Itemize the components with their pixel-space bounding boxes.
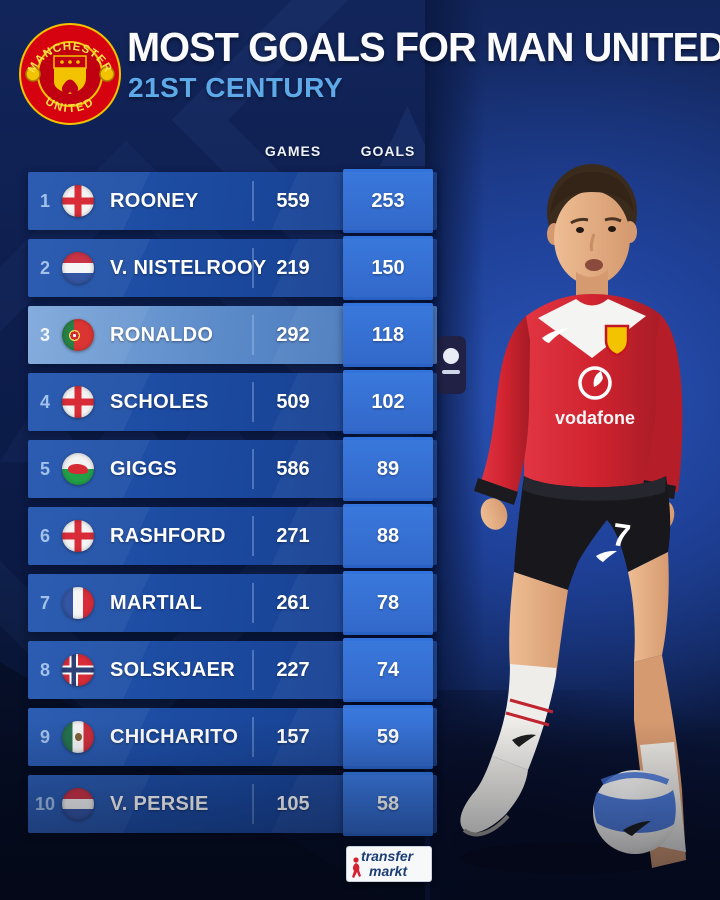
goals-value: 89 [376, 457, 400, 480]
goals-badge: 88 [343, 504, 433, 568]
column-header-games: GAMES [264, 143, 322, 159]
table-row: 8 SOLSKJAER 227 74 [28, 638, 437, 702]
page-subtitle: 21ST CENTURY [128, 71, 344, 103]
goals-badge: 58 [343, 772, 433, 836]
table-row: 3 RONALDO 292 118 [28, 303, 437, 367]
player-name: CHICHARITO [110, 725, 239, 748]
table-row: 10 V. PERSIE 105 58 [28, 772, 437, 836]
rank-label: 9 [39, 726, 50, 747]
table-row: 7 MARTIAL 261 78 [28, 571, 437, 635]
table-row: 5 GIGGS 586 89 [28, 437, 437, 501]
table-row: 4 SCHOLES 509 102 [28, 370, 437, 434]
flag-icon-france [62, 587, 94, 619]
player-name: RASHFORD [110, 524, 226, 547]
goals-value: 74 [376, 658, 400, 681]
goals-value: 118 [371, 323, 405, 346]
player-name: MARTIAL [110, 591, 203, 614]
player-name: V. PERSIE [110, 792, 209, 815]
goals-badge: 150 [343, 236, 433, 300]
goals-value: 150 [371, 256, 405, 279]
goals-badge: 118 [343, 303, 433, 367]
table-row: 6 RASHFORD 271 88 [28, 504, 437, 568]
goals-value: 58 [376, 792, 400, 815]
rank-label: 8 [39, 659, 50, 680]
club-crest-chest-icon [604, 324, 630, 357]
table-row: 1 ROONEY 559 253 [28, 169, 437, 233]
goals-value: 78 [376, 591, 400, 614]
flag-icon-netherlands [62, 252, 94, 284]
rank-label: 6 [39, 525, 50, 546]
ranking-table: 1 ROONEY 559 253 2 V. NISTELROOY 219 150… [28, 169, 437, 842]
games-value: 586 [276, 457, 310, 480]
player-name: SCHOLES [110, 390, 209, 413]
flag-icon-england [62, 386, 94, 418]
transfermarkt-logo: transfer markt [346, 846, 432, 882]
table-row: 9 CHICHARITO 157 59 [28, 705, 437, 769]
rank-label: 5 [39, 458, 50, 479]
brand-line1: transfer [361, 847, 414, 864]
football-icon [593, 770, 677, 854]
flag-icon-netherlands [62, 788, 94, 820]
goals-badge: 89 [343, 437, 433, 501]
games-value: 292 [276, 323, 310, 346]
player-name: GIGGS [110, 457, 178, 480]
player-name: ROONEY [110, 189, 199, 212]
goals-badge: 102 [343, 370, 433, 434]
rank-label: 3 [39, 324, 50, 345]
player-head [547, 164, 637, 312]
flag-icon-mexico [62, 721, 94, 753]
player-name: RONALDO [110, 323, 214, 346]
goals-badge: 74 [343, 638, 433, 702]
rank-label: 4 [39, 391, 50, 412]
rank-label: 1 [39, 190, 50, 211]
games-value: 157 [276, 725, 310, 748]
games-value: 261 [276, 591, 310, 614]
games-value: 559 [276, 189, 310, 212]
sponsor-logo-text: vodafone [555, 408, 635, 428]
rank-label: 10 [34, 793, 56, 814]
header: MOST GOALS FOR MAN UNITED 21ST CENTURY [127, 24, 720, 104]
flag-icon-portugal [62, 319, 94, 351]
player-photo-illustration: vodafone 7 [436, 164, 686, 874]
rank-label: 2 [39, 257, 50, 278]
games-value: 509 [276, 390, 310, 413]
page-title: MOST GOALS FOR MAN UNITED [127, 24, 720, 70]
nike-swoosh-shorts-icon [596, 550, 617, 562]
transfermarkt-player-icon [352, 857, 361, 878]
goals-value: 253 [371, 189, 405, 212]
flag-icon-norway [62, 654, 94, 686]
man-united-crest: MANCHESTER UNITED [19, 23, 121, 125]
rank-label: 7 [39, 592, 50, 613]
goals-value: 102 [371, 390, 405, 413]
flag-icon-england [62, 520, 94, 552]
goals-value: 59 [376, 725, 400, 748]
games-value: 219 [276, 256, 310, 279]
goals-badge: 78 [343, 571, 433, 635]
games-value: 271 [276, 524, 310, 547]
goals-badge: 253 [343, 169, 433, 233]
flag-icon-wales [62, 453, 94, 485]
goals-value: 88 [376, 524, 400, 547]
column-header-goals: GOALS [360, 143, 416, 159]
goals-badge: 59 [343, 705, 433, 769]
table-row: 2 V. NISTELROOY 219 150 [28, 236, 437, 300]
games-value: 105 [276, 792, 310, 815]
player-name: SOLSKJAER [110, 658, 235, 681]
premier-league-sleeve-patch [436, 336, 466, 394]
games-value: 227 [276, 658, 310, 681]
brand-line2: markt [369, 863, 408, 879]
flag-icon-england [62, 185, 94, 217]
